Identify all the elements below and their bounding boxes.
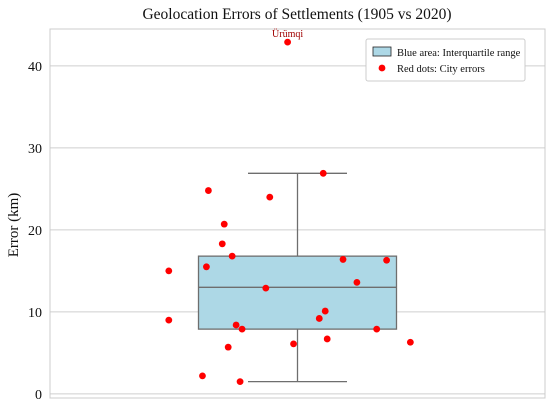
city-point <box>232 321 240 329</box>
city-point <box>262 284 270 292</box>
y-tick-labels: 0 10 20 30 40 <box>28 60 42 403</box>
legend-entry-label: Blue area: Interquartile range <box>397 48 521 59</box>
city-point <box>319 169 327 177</box>
city-point <box>290 340 297 348</box>
city-points <box>165 38 414 385</box>
legend-box <box>365 38 526 82</box>
city-point <box>236 378 244 385</box>
city-point <box>315 315 323 322</box>
city-point <box>284 38 291 46</box>
city-point <box>353 278 361 286</box>
city-point <box>165 316 173 324</box>
city-point <box>323 335 331 343</box>
annotation-label: Ürümqi <box>272 28 303 40</box>
city-point <box>228 252 236 260</box>
city-point <box>339 256 347 263</box>
city-point <box>373 325 381 333</box>
y-tick-label: 10 <box>28 306 42 321</box>
y-axis-label: Error (km) <box>6 193 22 258</box>
chart-title: Geolocation Errors of Settlements (1905 … <box>142 6 451 23</box>
box-plot <box>197 172 398 383</box>
legend: Blue area: Interquartile range Red dots: … <box>365 38 526 82</box>
city-point <box>266 193 274 201</box>
legend-dot-swatch <box>378 64 386 72</box>
city-point <box>203 263 210 271</box>
city-point <box>205 187 212 194</box>
y-tick-label: 20 <box>28 224 42 239</box>
plot-frame <box>49 28 546 399</box>
city-point <box>224 343 232 351</box>
legend-patch-swatch <box>372 46 392 57</box>
iqr-box <box>197 255 398 330</box>
city-point <box>220 220 228 228</box>
city-point <box>165 267 173 275</box>
y-tick-label: 30 <box>28 142 42 157</box>
city-point <box>321 307 329 315</box>
plot-border <box>49 28 546 399</box>
legend-entry-label: Red dots: City errors <box>397 64 485 75</box>
city-point <box>238 325 246 333</box>
city-point <box>406 338 414 346</box>
city-point <box>199 372 206 380</box>
annotations: Ürümqi <box>272 28 303 40</box>
city-point <box>218 240 226 248</box>
y-tick-label: 0 <box>35 388 42 403</box>
city-point <box>383 256 390 264</box>
y-tick-label: 40 <box>28 60 42 75</box>
